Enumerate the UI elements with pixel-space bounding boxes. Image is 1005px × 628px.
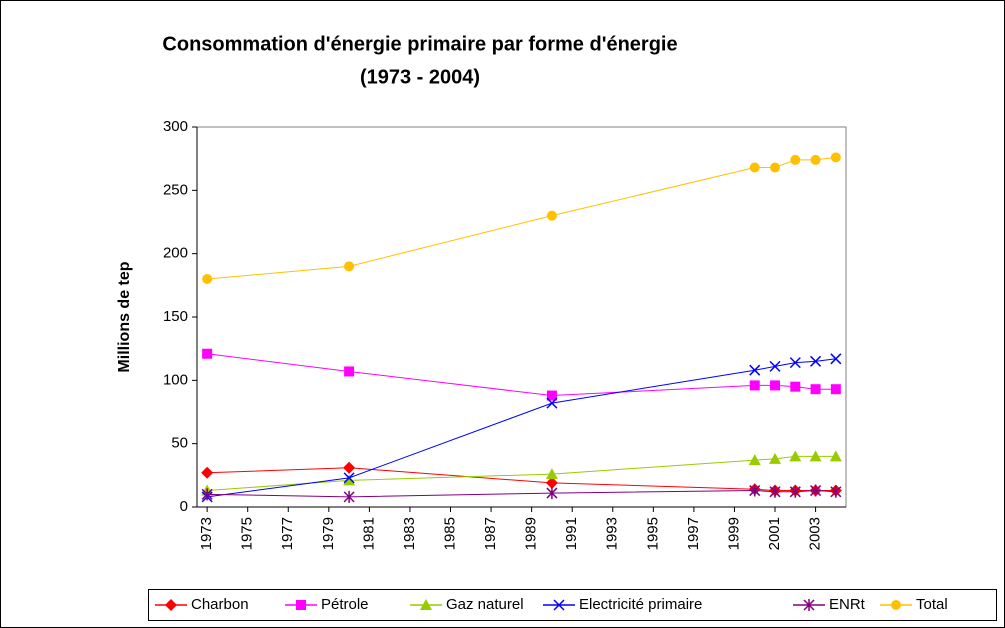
- marker: [770, 380, 781, 391]
- marker: [749, 364, 761, 376]
- marker: [545, 476, 558, 489]
- marker: [830, 485, 842, 498]
- marker: [553, 599, 565, 611]
- marker: [769, 452, 782, 464]
- marker: [546, 397, 558, 409]
- marker: [829, 450, 842, 462]
- marker: [344, 366, 355, 377]
- legend-label: Electricité primaire: [579, 596, 702, 613]
- marker: [789, 357, 801, 369]
- y-tick-label: 0: [180, 498, 188, 515]
- marker: [748, 454, 761, 466]
- x-tick-label: 1989: [523, 517, 540, 550]
- marker: [830, 353, 842, 365]
- legend-label: Pétrole: [321, 596, 369, 613]
- legend-label: Gaz naturel: [446, 596, 524, 613]
- legend-label: Charbon: [191, 596, 249, 613]
- marker: [201, 488, 213, 501]
- marker: [790, 154, 801, 165]
- y-tick-label: 50: [171, 435, 188, 452]
- x-tick-label: 1981: [360, 517, 377, 550]
- x-tick-label: 1979: [320, 517, 337, 550]
- marker: [789, 450, 802, 462]
- marker: [545, 468, 558, 480]
- x-tick-label: 1999: [725, 517, 742, 550]
- marker: [344, 261, 355, 272]
- marker: [810, 384, 821, 395]
- marker: [546, 487, 558, 500]
- x-tick-label: 1975: [239, 517, 256, 550]
- y-tick-label: 100: [163, 371, 188, 388]
- legend-label: ENRt: [829, 596, 866, 613]
- marker: [420, 599, 432, 610]
- y-tick-label: 300: [163, 118, 188, 135]
- x-tick-label: 1983: [401, 517, 418, 550]
- chart-subtitle: (1973 - 2004): [360, 66, 480, 88]
- marker: [830, 152, 841, 163]
- marker: [810, 355, 822, 367]
- marker: [546, 390, 557, 401]
- marker: [790, 381, 801, 392]
- marker: [546, 210, 557, 221]
- marker: [891, 600, 901, 610]
- marker: [749, 162, 760, 173]
- x-tick-label: 2001: [766, 517, 783, 550]
- x-tick-label: 1993: [604, 517, 621, 550]
- marker: [343, 474, 356, 486]
- marker: [809, 450, 822, 462]
- legend-label: Total: [916, 596, 948, 613]
- marker: [789, 485, 801, 498]
- marker: [810, 154, 821, 165]
- series-line: [207, 490, 836, 498]
- marker: [803, 599, 815, 611]
- marker: [165, 599, 177, 611]
- x-tick-label: 1987: [482, 517, 499, 550]
- y-tick-label: 150: [163, 308, 188, 325]
- series-line: [207, 358, 836, 498]
- y-axis-label: Millions de tep: [116, 261, 133, 372]
- x-tick-label: 1977: [279, 517, 296, 550]
- marker: [830, 384, 841, 395]
- chart-title: Consommation d'énergie primaire par form…: [162, 33, 677, 55]
- x-tick-label: 1997: [685, 517, 702, 550]
- marker: [810, 484, 822, 497]
- x-tick-label: 1973: [198, 517, 215, 550]
- marker: [343, 461, 356, 474]
- marker: [343, 490, 355, 503]
- x-tick-label: 1995: [644, 517, 661, 550]
- x-tick-label: 2003: [807, 517, 824, 550]
- marker: [343, 472, 355, 484]
- y-tick-label: 200: [163, 245, 188, 262]
- x-tick-label: 1991: [563, 517, 580, 550]
- marker: [202, 274, 213, 284]
- marker: [749, 380, 760, 391]
- marker: [202, 348, 213, 359]
- series-line: [207, 455, 836, 492]
- y-tick-label: 250: [163, 181, 188, 198]
- marker: [749, 484, 761, 497]
- marker: [769, 485, 781, 498]
- marker: [201, 466, 214, 479]
- marker: [769, 360, 781, 372]
- marker: [770, 162, 781, 173]
- x-tick-label: 1985: [441, 517, 458, 550]
- marker: [296, 600, 306, 610]
